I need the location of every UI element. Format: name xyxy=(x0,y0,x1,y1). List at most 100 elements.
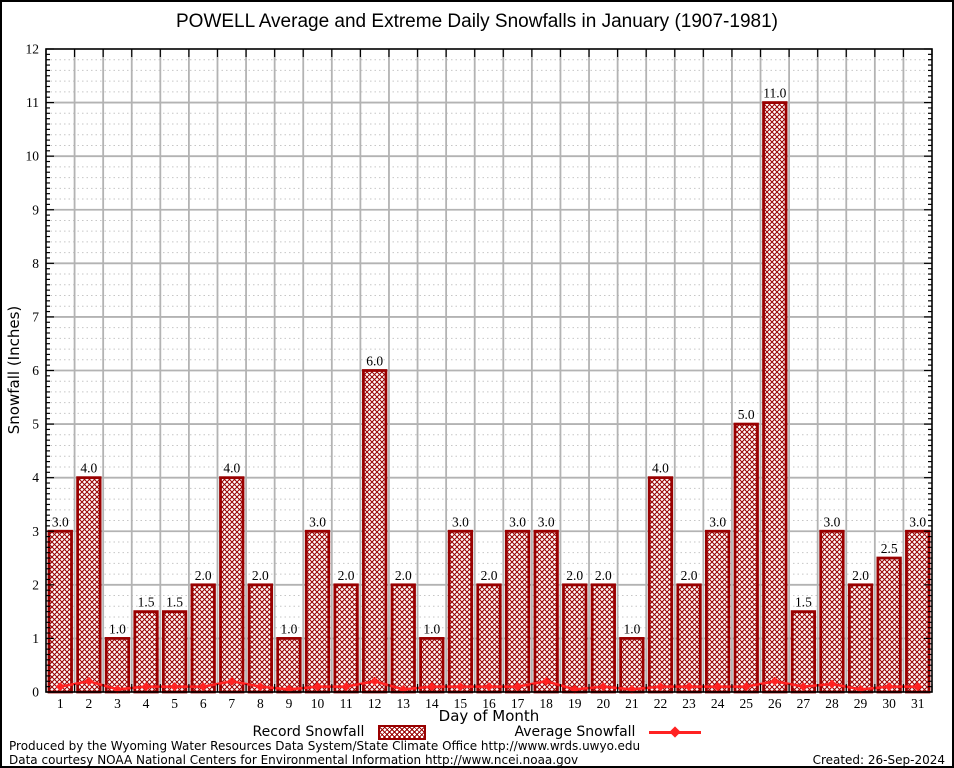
average-marker-day-1 xyxy=(55,682,65,692)
y-tick-label-2: 2 xyxy=(32,577,39,592)
y-tick-label-10: 10 xyxy=(26,149,40,164)
bar-value-label-day-3: 1.0 xyxy=(109,621,126,636)
record-bar-day-4 xyxy=(133,610,159,694)
record-bar-day-23 xyxy=(676,583,702,694)
average-marker-day-4 xyxy=(141,682,151,692)
bar-value-label-day-11: 2.0 xyxy=(338,568,355,583)
record-bar-day-6 xyxy=(190,583,216,694)
record-bar-day-25 xyxy=(733,422,759,694)
bar-value-label-day-31: 3.0 xyxy=(909,514,926,529)
average-marker-day-14 xyxy=(427,682,437,692)
y-tick-label-11: 11 xyxy=(26,95,39,110)
y-tick-label-5: 5 xyxy=(32,417,39,432)
x-tick-label-27: 27 xyxy=(797,696,811,711)
legend-record-label: Record Snowfall xyxy=(252,724,365,740)
record-bar-day-15 xyxy=(447,529,474,694)
y-tick-label-8: 8 xyxy=(32,256,39,271)
y-tick-label-3: 3 xyxy=(32,524,39,539)
x-tick-label-31: 31 xyxy=(911,696,925,711)
bar-value-label-day-21: 1.0 xyxy=(623,621,640,636)
bar-value-label-day-18: 3.0 xyxy=(538,514,555,529)
x-tick-label-9: 9 xyxy=(286,696,293,711)
y-tick-label-7: 7 xyxy=(32,309,39,324)
record-bar-day-21 xyxy=(619,637,645,694)
average-marker-day-10 xyxy=(313,682,323,692)
x-tick-label-16: 16 xyxy=(482,696,496,711)
average-marker-day-7 xyxy=(227,676,237,686)
bar-value-label-day-4: 1.5 xyxy=(138,595,155,610)
x-tick-label-20: 20 xyxy=(597,696,611,711)
average-snowfall-line xyxy=(55,676,923,694)
average-marker-day-6 xyxy=(198,682,208,692)
bar-value-label-day-26: 11.0 xyxy=(763,86,786,101)
x-axis-label: Day of Month xyxy=(439,707,540,725)
bar-value-label-day-5: 1.5 xyxy=(166,595,183,610)
record-bar-day-22 xyxy=(647,476,674,694)
y-tick-label-6: 6 xyxy=(32,363,39,378)
y-tick-label-1: 1 xyxy=(32,631,39,646)
record-bar-day-3 xyxy=(104,637,131,694)
bar-value-label-day-6: 2.0 xyxy=(195,568,212,583)
average-marker-day-5 xyxy=(170,682,180,692)
record-bar-day-1 xyxy=(47,529,73,694)
bar-value-label-day-15: 3.0 xyxy=(452,514,469,529)
average-marker-day-15 xyxy=(455,682,465,692)
record-bar-day-7 xyxy=(219,476,245,694)
record-bar-day-28 xyxy=(819,529,845,694)
bar-value-label-day-23: 2.0 xyxy=(681,568,698,583)
axis-ticks xyxy=(45,48,933,693)
record-bar-day-13 xyxy=(390,583,416,694)
record-bar-day-31 xyxy=(905,529,931,694)
bar-value-label-day-9: 1.0 xyxy=(281,621,298,636)
x-tick-label-17: 17 xyxy=(511,696,525,711)
bar-value-label-day-24: 3.0 xyxy=(709,514,726,529)
average-marker-day-22 xyxy=(655,682,665,692)
record-bar-day-20 xyxy=(590,583,616,694)
average-marker-day-31 xyxy=(913,682,923,692)
record-bar-day-12 xyxy=(362,369,388,694)
y-tick-label-0: 0 xyxy=(32,685,39,700)
record-bar-day-11 xyxy=(333,583,359,694)
average-marker-day-11 xyxy=(341,682,351,692)
y-tick-label-4: 4 xyxy=(32,470,39,485)
record-bar-day-30 xyxy=(876,556,902,694)
bar-value-label-day-1: 3.0 xyxy=(52,514,69,529)
x-tick-label-29: 29 xyxy=(854,696,868,711)
x-tick-label-14: 14 xyxy=(425,696,439,711)
x-tick-label-19: 19 xyxy=(568,696,582,711)
y-tick-label-9: 9 xyxy=(32,202,39,217)
bar-value-label-day-20: 2.0 xyxy=(595,568,612,583)
x-tick-label-13: 13 xyxy=(397,696,411,711)
legend-average-label: Average Snowfall xyxy=(514,724,636,740)
x-tick-label-18: 18 xyxy=(539,696,553,711)
x-tick-label-15: 15 xyxy=(454,696,468,711)
bar-value-label-day-7: 4.0 xyxy=(223,461,240,476)
record-bar-day-24 xyxy=(705,529,731,694)
average-marker-day-25 xyxy=(741,682,751,692)
bar-value-label-day-10: 3.0 xyxy=(309,514,326,529)
footer: Produced by the Wyoming Water Resources … xyxy=(9,739,945,767)
average-line-marker-icon xyxy=(669,725,682,738)
average-marker-day-2 xyxy=(84,676,94,686)
average-marker-day-12 xyxy=(370,676,380,686)
y-axis-label: Snowfall (Inches) xyxy=(5,306,23,434)
record-bar-day-19 xyxy=(562,583,588,694)
record-bar-day-17 xyxy=(504,529,531,694)
average-marker-day-30 xyxy=(884,682,894,692)
x-tick-label-21: 21 xyxy=(625,696,639,711)
record-bar-day-5 xyxy=(161,610,188,694)
record-snowfall-swatch-icon xyxy=(378,724,427,740)
x-tick-label-25: 25 xyxy=(739,696,753,711)
footer-data-courtesy: Data courtesy NOAA National Centers for … xyxy=(9,752,579,767)
average-marker-day-20 xyxy=(598,682,608,692)
bar-value-label-day-16: 2.0 xyxy=(481,568,498,583)
average-marker-day-23 xyxy=(684,682,694,692)
bar-value-label-day-13: 2.0 xyxy=(395,568,412,583)
x-tick-label-1: 1 xyxy=(57,696,64,711)
bar-value-label-day-28: 3.0 xyxy=(824,514,841,529)
chart-title: POWELL Average and Extreme Daily Snowfal… xyxy=(176,11,778,32)
bar-value-label-day-17: 3.0 xyxy=(509,514,526,529)
chart-legend: Record Snowfall Average Snowfall xyxy=(2,724,952,740)
bar-value-label-day-8: 2.0 xyxy=(252,568,269,583)
